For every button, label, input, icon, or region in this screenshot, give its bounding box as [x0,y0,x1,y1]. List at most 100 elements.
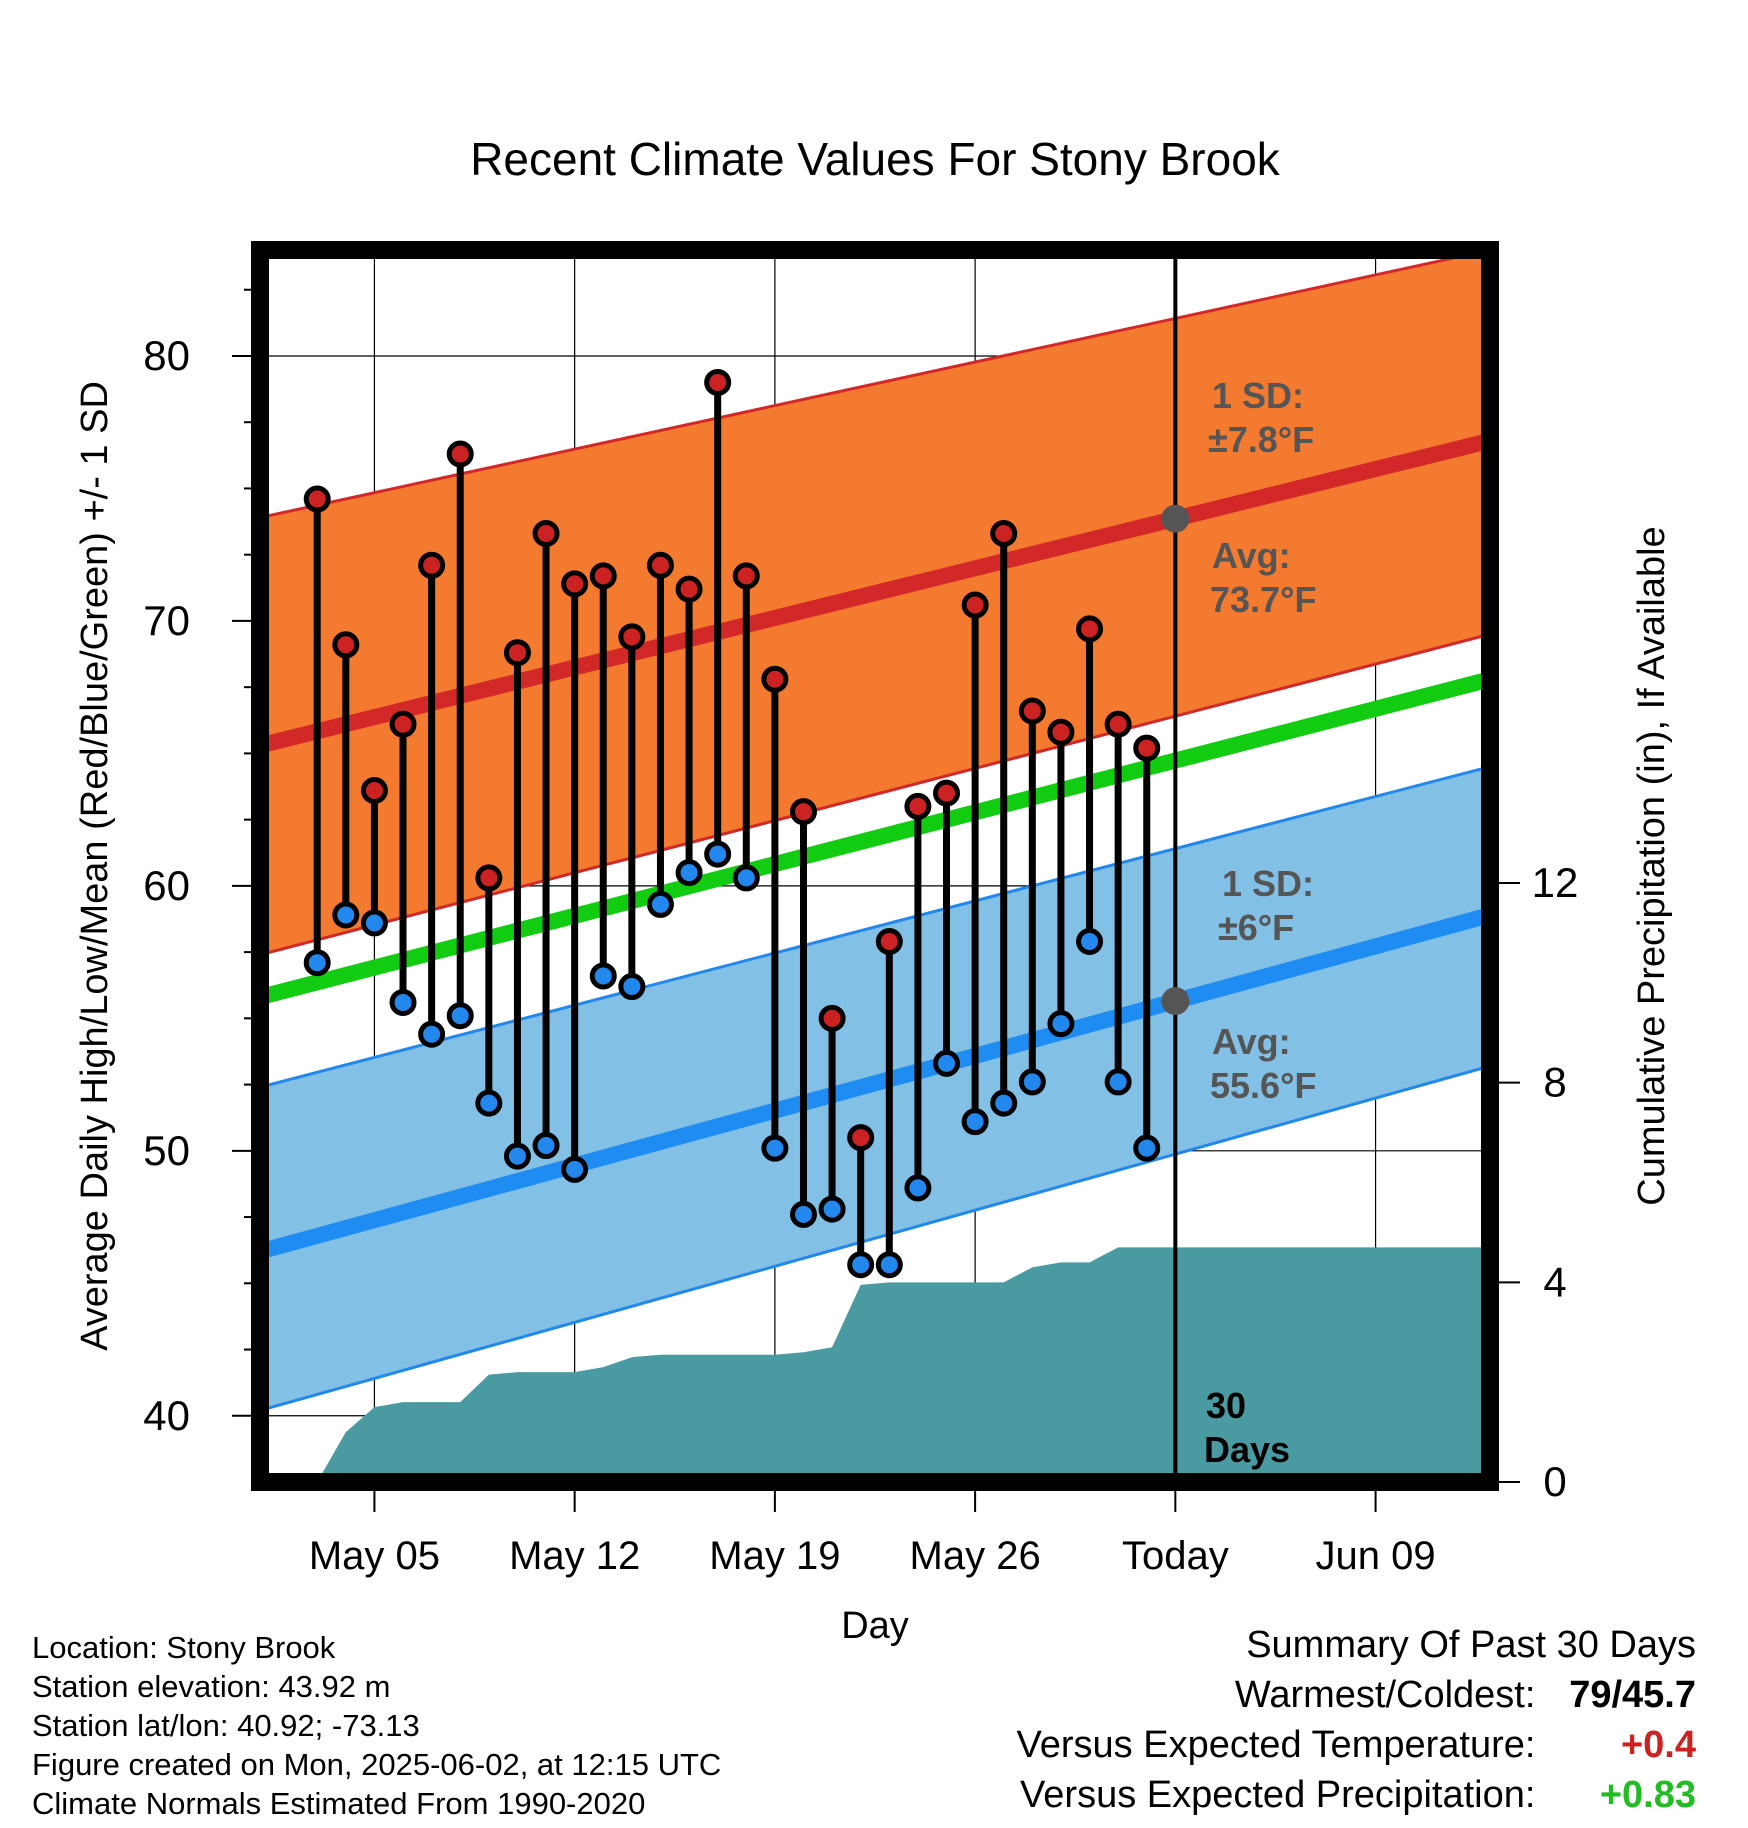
low-avg-title: Avg: [1212,1021,1291,1062]
high-point [761,665,789,693]
daily-range-stems [313,382,1151,1265]
y2-tick-label: 4 [1543,1258,1566,1305]
high-point [589,562,617,590]
y-tick-label: 80 [143,332,190,379]
high-point [847,1124,875,1152]
low-point [818,1195,846,1223]
high-sd-value: ±7.8°F [1208,419,1314,460]
summary-panel: Summary Of Past 30 Days Warmest/Coldest:… [1017,1620,1696,1820]
high-point [1018,697,1046,725]
x-tick-label: May 05 [309,1534,440,1578]
low-point [332,901,360,929]
low-point [990,1089,1018,1117]
high-point [961,591,989,619]
high-point [904,792,932,820]
low-sd-title: 1 SD: [1222,863,1314,904]
y-tick-label: 70 [143,597,190,644]
high-point [503,639,531,667]
low-sd-value: ±6°F [1218,907,1294,948]
high-point [618,623,646,651]
high-point [675,575,703,603]
high-point [532,519,560,547]
low-point [1104,1068,1132,1096]
low-point [646,890,674,918]
summary-title: Summary Of Past 30 Days [1246,1624,1696,1666]
temp-value: +0.4 [1620,1724,1696,1766]
low-point [732,864,760,892]
low-point [789,1200,817,1228]
temp-label: Versus Expected Temperature: [1016,1724,1536,1766]
high-avg-value: 73.7°F [1210,579,1316,620]
high-point [332,631,360,659]
low-point [475,1089,503,1117]
mean-average-line [260,671,1490,1005]
low-point [904,1174,932,1202]
high-point [732,562,760,590]
precip-value: +0.83 [1599,1774,1696,1816]
y-tick-label: 60 [143,862,190,909]
high-point [1076,615,1104,643]
low-point [303,949,331,977]
x-tick-label: May 26 [910,1534,1041,1578]
low-point [532,1132,560,1160]
warmest-row: Warmest/Coldest: 79/45.7 [1017,1670,1696,1720]
high-point [1047,718,1075,746]
today-marker [1161,250,1190,1482]
low-point [618,973,646,1001]
high-point [360,776,388,804]
high-point [704,368,732,396]
low-average-line [260,907,1490,1260]
low-point [961,1108,989,1136]
station-info: Location: Stony Brook Station elevation:… [32,1628,721,1823]
today-high-avg-marker [1161,504,1190,533]
high-point [1104,710,1132,738]
low-point [389,988,417,1016]
low-point [704,840,732,868]
high-point [933,779,961,807]
high-point [418,551,446,579]
low-sd-lower-edge [260,1064,1490,1412]
y-tick-label: 40 [143,1392,190,1439]
low-point [847,1251,875,1279]
days-count: 30 [1206,1385,1246,1426]
high-sd-band [260,250,1490,955]
x-axis-label: Day [841,1605,909,1647]
y2-axis-label: Cumulative Precipitation (in), If Availa… [1631,526,1673,1205]
high-point [875,928,903,956]
plot-frame [251,241,1499,1491]
precipitation-row: Versus Expected Precipitation: +0.83 [1017,1770,1696,1820]
low-point [589,962,617,990]
low-point [446,1002,474,1030]
high-avg-title: Avg: [1212,535,1291,576]
location-text: Location: Stony Brook [32,1630,336,1665]
low-point [675,859,703,887]
low-point [418,1020,446,1048]
x-tick-label: May 12 [509,1534,640,1578]
high-point [389,710,417,738]
latlon-text: Station lat/lon: 40.92; -73.13 [32,1708,420,1743]
high-sd-title: 1 SD: [1212,375,1304,416]
elevation-text: Station elevation: 43.92 m [32,1669,391,1704]
y2-tick-label: 12 [1532,859,1579,906]
precipitation-fill [317,1247,1490,1482]
low-point [561,1155,589,1183]
low-avg-value: 55.6°F [1210,1065,1316,1106]
high-average-line [260,432,1490,754]
precip-label: Versus Expected Precipitation: [1020,1774,1536,1816]
high-point [561,570,589,598]
low-point [1018,1068,1046,1096]
created-text: Figure created on Mon, 2025-06-02, at 12… [32,1747,722,1782]
x-tick-label: Jun 09 [1316,1534,1436,1578]
normals-text: Climate Normals Estimated From 1990-2020 [32,1786,646,1821]
y2-tick-label: 8 [1543,1059,1566,1106]
high-point [789,798,817,826]
x-tick-label: Today [1122,1534,1229,1578]
low-point [503,1142,531,1170]
high-point [646,551,674,579]
y2-tick-label: 0 [1543,1458,1566,1505]
today-low-avg-marker [1161,987,1190,1016]
warmest-value: 79/45.7 [1569,1674,1696,1716]
